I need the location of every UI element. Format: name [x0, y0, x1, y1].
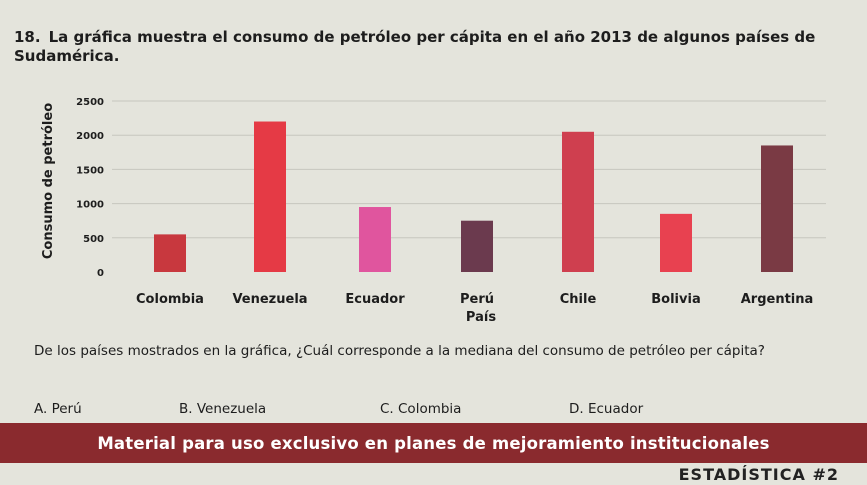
bar-chile [562, 131, 594, 272]
x-category-label: Bolivia [651, 292, 700, 307]
x-axis-label: País [466, 310, 496, 325]
x-category-label: Ecuador [345, 292, 405, 307]
x-category-label: Venezuela [232, 292, 307, 307]
question-text: 18. La gráfica muestra el consumo de petr… [14, 28, 849, 66]
option-b[interactable]: B. Venezuela [179, 401, 267, 417]
chart-bars [154, 121, 793, 272]
exclusive-use-banner: Material para uso exclusivo en planes de… [0, 423, 867, 463]
y-tick-label: 500 [83, 234, 104, 245]
bar-ecuador [359, 207, 391, 272]
question-statement: La gráfica muestra el consumo de petróle… [14, 28, 816, 65]
y-tick-label: 1000 [76, 200, 104, 211]
y-axis-label: Consumo de petróleo [41, 103, 56, 259]
answer-options: A. Perú B. Venezuela C. Colombia D. Ecua… [0, 401, 867, 421]
bar-bolivia [660, 213, 692, 272]
question-prompt: De los países mostrados en la gráfica, ¿… [34, 343, 765, 359]
y-tick-label: 1500 [76, 165, 104, 176]
x-category-label: Perú [460, 292, 494, 307]
y-tick-label: 0 [97, 268, 104, 279]
x-axis-categories: Colombia Venezuela Ecuador Perú Chile Bolivia… [136, 292, 813, 307]
option-c[interactable]: C. Colombia [380, 401, 462, 417]
x-category-label: Chile [560, 292, 597, 307]
option-d[interactable]: D. Ecuador [569, 401, 644, 417]
option-a[interactable]: A. Perú [34, 401, 82, 417]
petroleum-bar-chart: 0 500 1000 1500 2000 2500 Consumo de petróleo… [41, 97, 826, 325]
y-tick-label: 2500 [76, 97, 104, 108]
bar-peru [461, 220, 493, 272]
chart-gridlines [112, 100, 826, 239]
x-category-label: Colombia [136, 292, 204, 307]
x-category-label: Argentina [741, 292, 814, 307]
bar-colombia [154, 234, 186, 272]
question-number: 18. [14, 28, 41, 46]
bar-venezuela [254, 121, 286, 272]
bar-argentina [761, 145, 793, 272]
y-tick-label: 2000 [76, 131, 104, 142]
y-axis-ticks: 0 500 1000 1500 2000 2500 [76, 97, 104, 279]
footer-label: ESTADÍSTICA #2 [678, 465, 839, 484]
